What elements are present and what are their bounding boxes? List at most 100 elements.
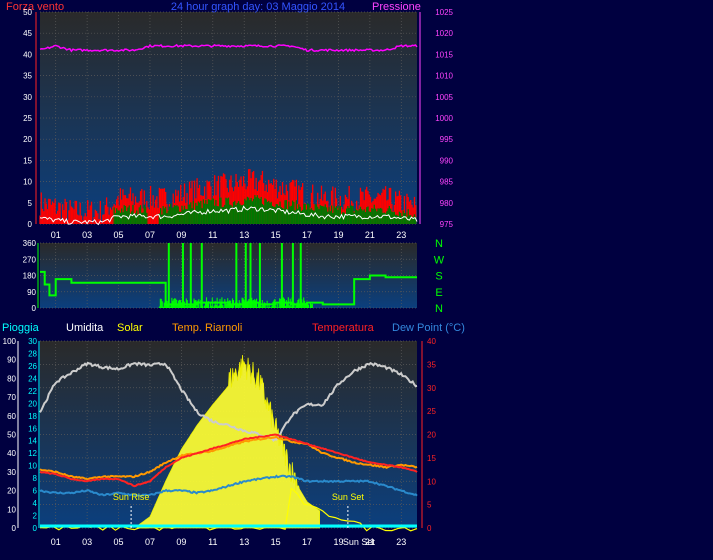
rain-tick-label: 28 (28, 349, 37, 358)
humidity-tick-label: 70 (7, 393, 16, 402)
compass-label: E (435, 287, 442, 299)
humidity-tick-label: 30 (7, 468, 16, 477)
wind-tick-label: 20 (23, 135, 32, 144)
riarnoli-line (39, 435, 418, 481)
wind-x-tick-label: 23 (396, 230, 406, 240)
temp-x-tick-label: 13 (239, 537, 249, 547)
rain-tick-label: 10 (28, 462, 37, 471)
rain-tick-label: 0 (33, 524, 38, 533)
pressure-tick-label: 1010 (435, 72, 453, 81)
rain-tick-label: 20 (28, 399, 37, 408)
humidity-tick-label: 50 (7, 431, 16, 440)
temp-x-tick-label: 19 (333, 537, 343, 547)
direction-tick-label: 360 (23, 239, 37, 248)
rain-tick-label: 24 (28, 374, 37, 383)
pressure-axis-label: Pressione (372, 1, 421, 13)
pressure-tick-label: 1020 (435, 29, 453, 38)
temp-tick-label: 25 (427, 407, 436, 416)
wind-tick-label: 30 (23, 93, 32, 102)
rain-tick-label: 4 (33, 499, 38, 508)
humidity-tick-label: 40 (7, 449, 16, 458)
pressure-tick-label: 995 (440, 135, 454, 144)
wind-x-tick-label: 15 (271, 230, 281, 240)
temp-tick-label: 40 (427, 337, 436, 346)
sun-rise-label: Sun Rise (113, 492, 150, 502)
legend-riarnoli: Temp. Riarnoli (172, 322, 242, 334)
wind-x-tick-label: 07 (145, 230, 155, 240)
pressure-tick-label: 1000 (435, 114, 453, 123)
dewpoint-line (39, 474, 418, 497)
sun-set-axis-label: Sun Set (343, 537, 376, 547)
wind-tick-label: 45 (23, 29, 32, 38)
rain-tick-label: 14 (28, 437, 37, 446)
rain-tick-label: 12 (28, 449, 37, 458)
direction-tick-label: 270 (23, 255, 37, 264)
temp-tick-label: 0 (427, 524, 432, 533)
pressure-tick-label: 990 (440, 156, 454, 165)
temperature-line (39, 433, 418, 488)
humidity-tick-label: 0 (12, 524, 17, 533)
rain-tick-label: 26 (28, 362, 37, 371)
wind-x-tick-label: 05 (114, 230, 124, 240)
legend-solar: Solar (117, 322, 143, 334)
pressure-line (39, 43, 418, 53)
direction-panel (40, 243, 417, 308)
wind-tick-label: 50 (23, 8, 32, 17)
compass-label: S (435, 271, 442, 283)
humidity-tick-label: 90 (7, 356, 16, 365)
pressure-tick-label: 1005 (435, 93, 453, 102)
temp-tick-label: 20 (427, 431, 436, 440)
compass-label: W (434, 254, 445, 266)
wind-tick-label: 25 (23, 114, 32, 123)
humidity-tick-label: 60 (7, 412, 16, 421)
wind-x-tick-label: 17 (302, 230, 312, 240)
legend-temperature: Temperatura (312, 322, 375, 334)
chart-title: 24 hour graph day: 03 Maggio 2014 (171, 1, 345, 13)
direction-tick-label: 180 (23, 272, 37, 281)
temp-tick-label: 10 (427, 477, 436, 486)
legend-humidity: Umidita (66, 322, 104, 334)
compass-label: N (435, 303, 443, 315)
wind-x-tick-label: 13 (239, 230, 249, 240)
wind-x-tick-label: 19 (333, 230, 343, 240)
wind-x-tick-label: 01 (51, 230, 61, 240)
legend-dewpoint: Dew Point (°C) (392, 322, 465, 334)
legend-rain: Pioggia (2, 322, 40, 334)
wind-tick-label: 15 (23, 156, 32, 165)
temp-x-tick-label: 17 (302, 537, 312, 547)
humidity-tick-label: 100 (3, 337, 17, 346)
rain-tick-label: 2 (33, 512, 38, 521)
humidity-tick-label: 20 (7, 487, 16, 496)
rain-tick-label: 22 (28, 387, 37, 396)
temp-x-tick-label: 11 (208, 537, 217, 547)
rain-tick-label: 30 (28, 337, 37, 346)
humidity-tick-label: 80 (7, 374, 16, 383)
temp-x-tick-label: 03 (82, 537, 92, 547)
temp-tick-label: 30 (427, 384, 436, 393)
temp-x-tick-label: 09 (176, 537, 186, 547)
wind-x-tick-label: 21 (365, 230, 375, 240)
pressure-tick-label: 1015 (435, 50, 453, 59)
pressure-tick-label: 985 (440, 178, 454, 187)
temp-x-tick-label: 15 (271, 537, 281, 547)
humidity-tick-label: 10 (7, 505, 16, 514)
wind-average-line (39, 205, 418, 226)
direction-tick-label: 90 (27, 288, 36, 297)
compass-label: N (435, 238, 443, 250)
temp-tick-label: 5 (427, 501, 432, 510)
wind-x-tick-label: 11 (208, 230, 217, 240)
pressure-tick-label: 980 (440, 199, 454, 208)
rain-tick-label: 16 (28, 424, 37, 433)
wind-tick-label: 40 (23, 50, 32, 59)
temp-x-tick-label: 01 (51, 537, 61, 547)
temp-x-tick-label: 07 (145, 537, 155, 547)
sun-set-label: Sun Set (332, 492, 365, 502)
rain-tick-label: 8 (33, 474, 38, 483)
wind-x-tick-label: 09 (176, 230, 186, 240)
temp-x-tick-label: 05 (114, 537, 124, 547)
pressure-tick-label: 975 (440, 220, 454, 229)
wind-tick-label: 35 (23, 72, 32, 81)
wind-x-tick-label: 03 (82, 230, 92, 240)
